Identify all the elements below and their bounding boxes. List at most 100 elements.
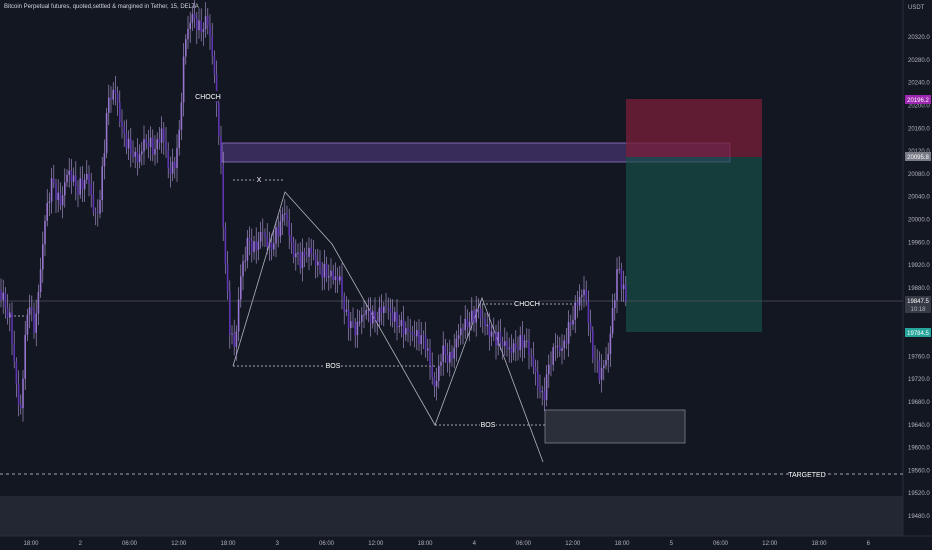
candle-body [248,237,251,242]
candle-body [9,312,11,318]
candle-body [253,241,255,253]
candle-body [0,290,2,300]
candle-body [486,324,488,327]
candle-body [497,331,499,346]
candle-body [433,377,436,387]
price-tick-label: 20040.0 [908,195,930,201]
candle-body [446,355,449,363]
candle-body [268,242,271,248]
candle-body [257,241,260,250]
candle-body [358,321,361,323]
candle-body [75,175,77,188]
candle-body [330,270,332,277]
candle-body [158,139,161,143]
x-label-bg [254,175,264,185]
x-label: X [257,177,262,184]
candle-body [66,174,68,183]
candle-body [543,391,546,400]
candle-body [435,380,438,387]
candle-body [402,319,405,335]
candle-body [15,361,18,384]
candle-body [251,241,253,253]
time-axis[interactable]: 18:00 2 06:00 12:00 18:00 3 06:00 12:00 18:00 4 06… [23,541,870,547]
candle-body [143,139,145,152]
candle-body [83,179,86,190]
candle-body [440,361,442,366]
candle-body [26,314,29,335]
candle-body [240,276,242,300]
candle-body [506,341,508,349]
candle-body [409,331,411,333]
candle-body [616,269,618,301]
candle-body [317,261,319,266]
candle-body [237,299,240,332]
candle-body [471,310,473,322]
candle-body [457,335,460,339]
candle-body [583,289,585,296]
candle-body [37,292,40,314]
currency-label: USDT [908,5,925,11]
candle-body [374,311,376,321]
candle-body [191,14,194,23]
candle-body [427,348,429,351]
candle-body [46,202,48,221]
stop-price-badge [905,95,931,104]
candle-body [101,166,103,201]
time-tick-label: 6 [867,541,871,547]
candle-body [312,253,315,255]
candles-group [0,0,627,422]
candle-body [213,55,216,75]
candle-body [145,139,147,143]
candle-body [565,340,568,344]
candle-body [55,182,57,200]
candle-body [611,307,614,334]
candle-body [449,351,451,363]
candle-body [578,296,581,306]
candle-body [284,213,286,215]
candle-body [512,343,515,353]
take-profit-zone[interactable] [626,157,762,332]
candle-body [539,387,541,392]
price-tick-label: 19960.0 [908,240,930,246]
candle-body [389,307,392,313]
candle-body [587,300,590,323]
candle-body [589,322,592,331]
candle-body [308,247,310,257]
candle-body [517,347,519,351]
candle-body [297,252,299,254]
candle-body [396,311,398,327]
candle-body [576,302,579,306]
candle-body [202,29,205,32]
time-tick-label: 18:00 [23,541,39,547]
candle-body [198,20,200,31]
price-axis[interactable]: 20320.020280.020240.020200.020160.020120… [908,35,930,520]
candle-body [625,284,627,302]
candle-body [97,212,99,214]
price-tick-label: 20160.0 [908,126,930,132]
candle-body [479,309,482,319]
time-tick-label: 4 [473,541,477,547]
demand-zone[interactable] [544,409,686,444]
candle-body [442,345,444,362]
candle-body [460,328,462,336]
time-tick-label: 18:00 [417,541,433,547]
candle-body [105,113,108,154]
candle-body [204,16,207,30]
zigzag-pattern[interactable] [232,191,544,463]
time-tick-label: 06:00 [516,541,532,547]
candle-body [552,347,554,365]
time-tick-label: 06:00 [122,541,138,547]
candle-body [510,347,513,353]
candle-body [385,306,387,308]
candle-body [39,269,42,293]
candle-body [523,340,526,348]
candle-body [141,151,143,155]
candle-body [11,312,13,345]
stop-loss-zone[interactable] [626,99,762,157]
candle-body [130,138,132,154]
candle-body [218,103,220,136]
bos-label-1-bg [325,361,341,371]
candle-body [444,345,447,356]
